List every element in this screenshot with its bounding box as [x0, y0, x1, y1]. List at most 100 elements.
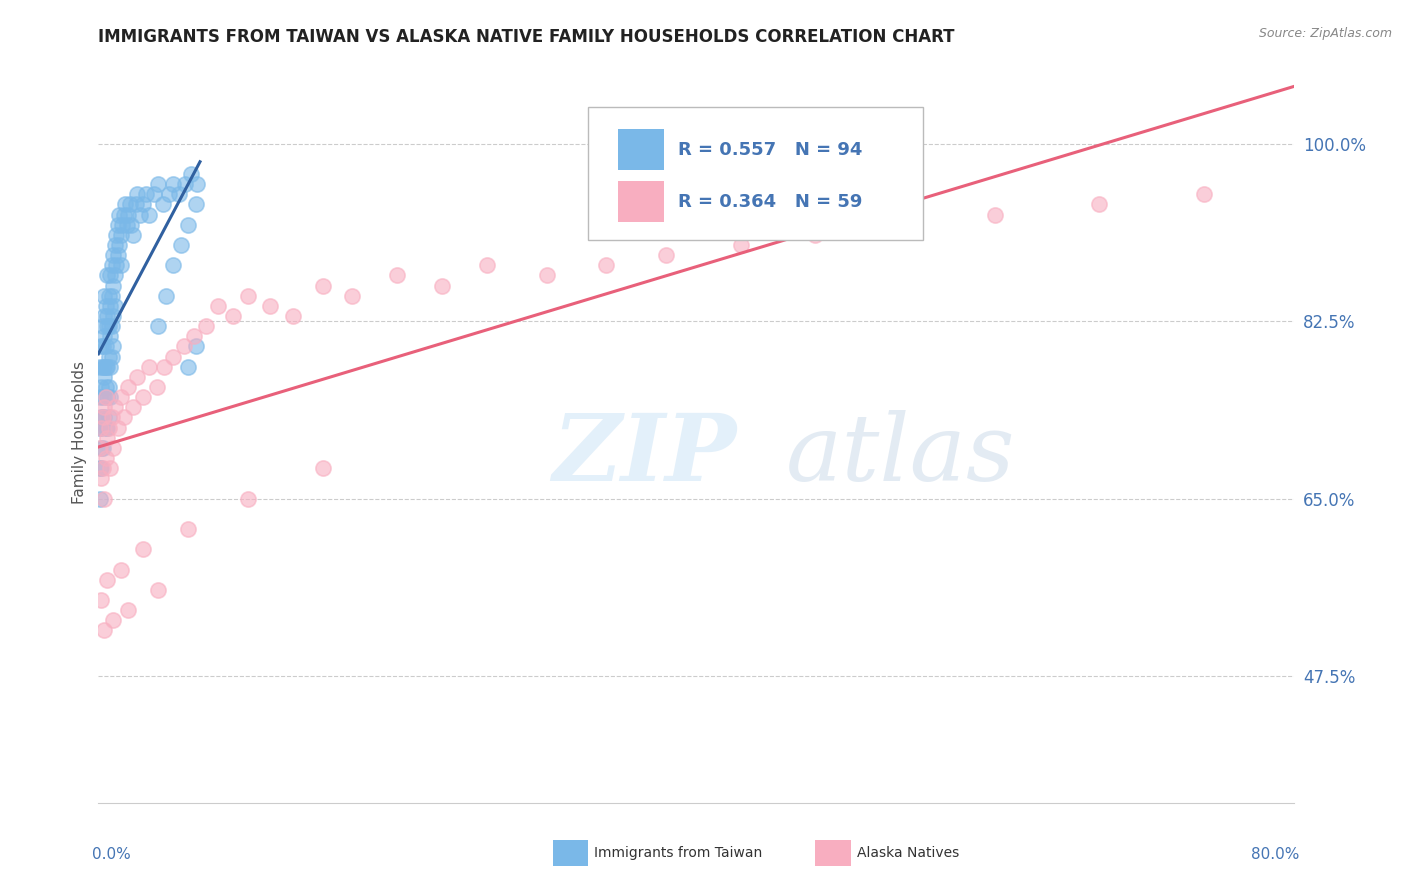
Point [93, 410, 115, 425]
Point [1088, 197, 1111, 211]
Point [91, 359, 114, 374]
Point [91, 410, 114, 425]
Point [98, 299, 122, 313]
Point [103, 278, 125, 293]
Point [115, 218, 138, 232]
Point [96, 431, 118, 445]
Point [121, 401, 143, 415]
Point [91, 339, 114, 353]
Point [138, 359, 160, 374]
Point [117, 380, 139, 394]
Text: Immigrants from Taiwan: Immigrants from Taiwan [595, 847, 762, 860]
Point [169, 238, 191, 252]
Point [173, 339, 195, 353]
Point [117, 603, 139, 617]
Point [90, 339, 112, 353]
Point [162, 177, 184, 191]
Point [90, 410, 112, 425]
Point [90, 593, 112, 607]
Point [101, 350, 124, 364]
Point [132, 197, 155, 211]
Point [114, 197, 136, 211]
Point [107, 248, 129, 262]
Point [94, 299, 117, 313]
Point [89, 420, 111, 434]
Point [94, 380, 117, 394]
Point [90, 461, 112, 475]
Point [91, 390, 114, 404]
Point [430, 278, 453, 293]
Point [98, 390, 122, 404]
Point [145, 380, 167, 394]
Point [89, 390, 111, 404]
Point [595, 258, 617, 272]
Point [101, 319, 124, 334]
Point [195, 319, 218, 334]
Point [984, 208, 1007, 222]
Point [342, 289, 364, 303]
Point [112, 410, 135, 425]
Point [804, 227, 827, 242]
Point [112, 208, 135, 222]
Point [129, 208, 152, 222]
Point [94, 390, 117, 404]
Point [311, 278, 333, 293]
Point [97, 410, 120, 425]
Point [186, 177, 208, 191]
Point [103, 441, 125, 455]
Point [96, 420, 118, 434]
Point [894, 218, 917, 232]
Point [177, 522, 200, 536]
Text: R = 0.557   N = 94: R = 0.557 N = 94 [678, 141, 862, 159]
Point [91, 319, 114, 334]
Point [118, 197, 141, 211]
Point [104, 401, 127, 415]
Point [94, 359, 117, 374]
Point [96, 573, 118, 587]
Point [94, 450, 117, 465]
FancyBboxPatch shape [589, 107, 922, 240]
Point [135, 187, 157, 202]
Point [96, 268, 118, 283]
Point [93, 624, 115, 638]
Point [97, 420, 120, 434]
Point [132, 542, 155, 557]
Point [89, 441, 111, 455]
Point [385, 268, 409, 283]
Point [120, 218, 142, 232]
Point [311, 461, 333, 475]
Point [1192, 187, 1215, 202]
Text: Alaska Natives: Alaska Natives [858, 847, 959, 860]
Point [104, 268, 127, 283]
Point [121, 227, 143, 242]
Point [103, 339, 125, 353]
Point [94, 420, 117, 434]
Point [148, 319, 170, 334]
Point [90, 380, 112, 394]
Point [177, 359, 200, 374]
Point [127, 187, 149, 202]
Point [162, 258, 184, 272]
Point [222, 309, 245, 323]
Text: atlas: atlas [786, 409, 1015, 500]
Point [730, 238, 752, 252]
Point [167, 187, 190, 202]
Point [125, 197, 148, 211]
Point [89, 359, 111, 374]
Text: 80.0%: 80.0% [1251, 847, 1299, 863]
Point [93, 401, 115, 415]
Point [97, 319, 120, 334]
Point [655, 248, 678, 262]
Text: 0.0%: 0.0% [93, 847, 131, 863]
Point [107, 218, 129, 232]
Point [207, 299, 229, 313]
Point [475, 258, 498, 272]
Point [96, 319, 118, 334]
Point [127, 369, 149, 384]
Point [91, 441, 114, 455]
Point [117, 208, 139, 222]
Point [96, 390, 118, 404]
Point [142, 187, 165, 202]
Point [96, 309, 118, 323]
Point [98, 359, 122, 374]
